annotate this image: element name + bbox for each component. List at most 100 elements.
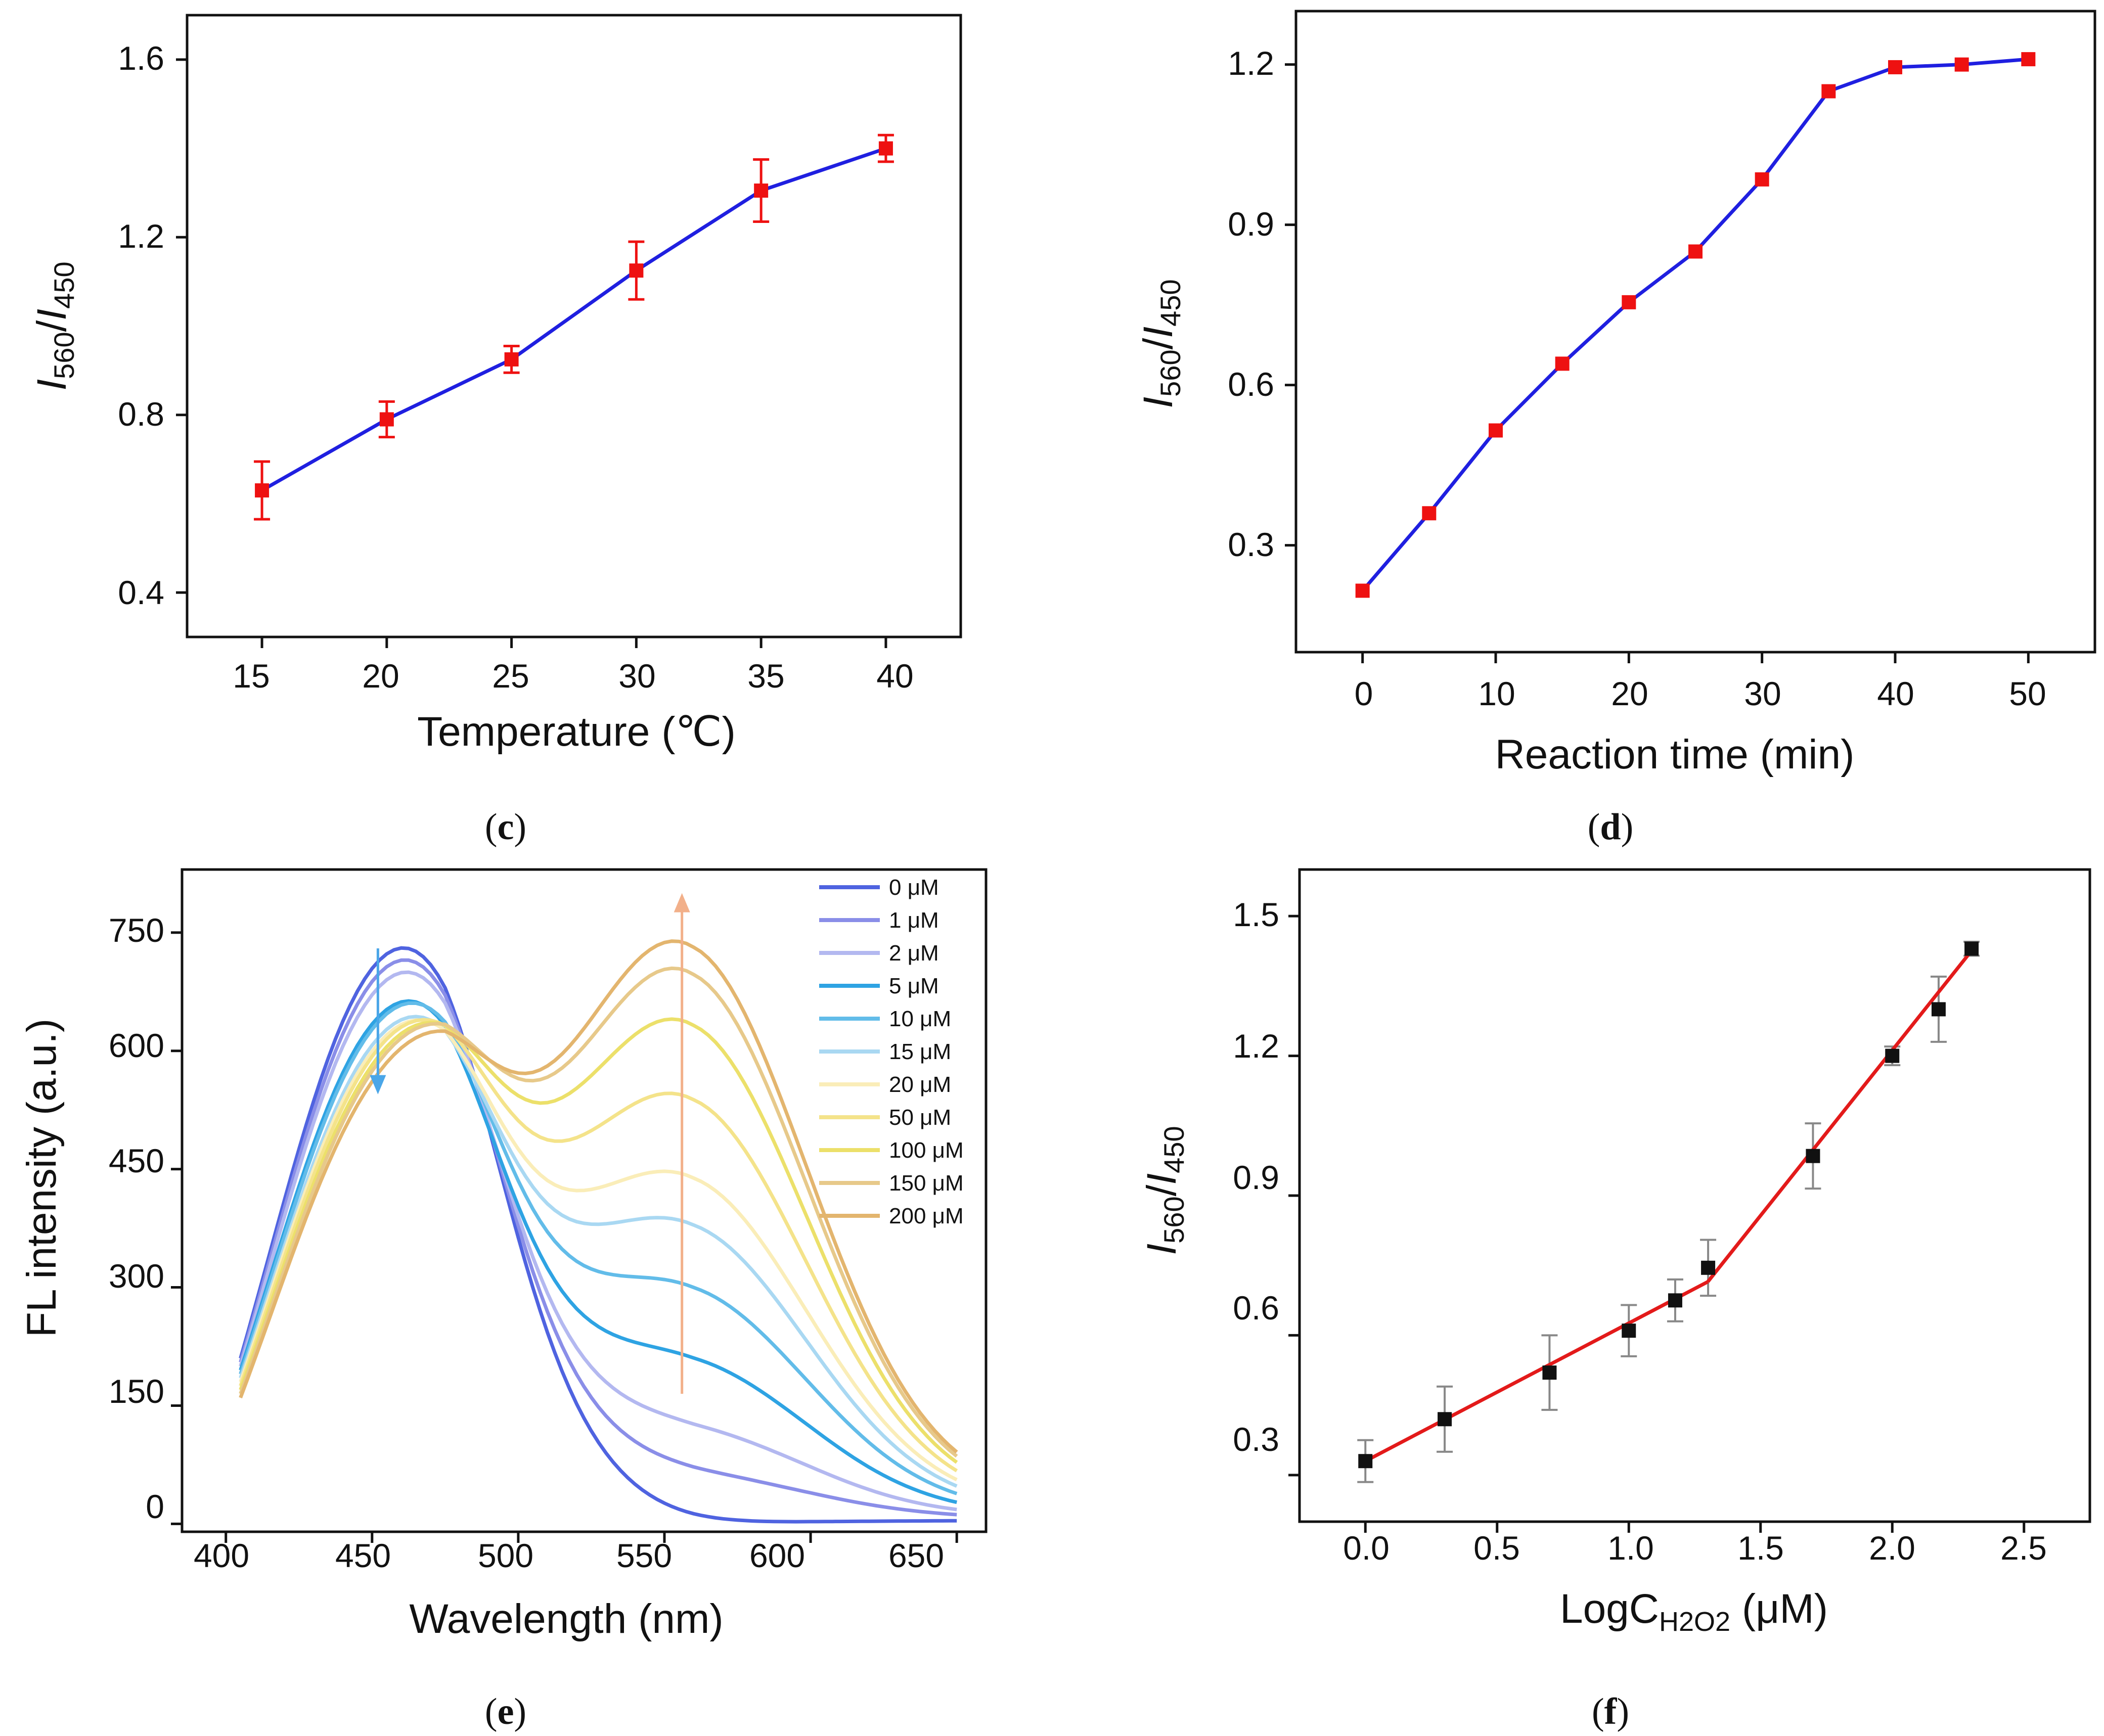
y-tick-label: 450 — [109, 1142, 164, 1179]
panel-label-c: (c) — [485, 806, 526, 848]
legend-label: 20 μM — [889, 1072, 951, 1097]
y-tick-marks-c — [176, 58, 187, 594]
panel-label-e: (e) — [485, 1691, 526, 1732]
plot-frame-c — [186, 14, 962, 638]
x-tick-label: 0.5 — [1473, 1529, 1520, 1567]
plot-frame-e — [181, 868, 988, 1533]
data-point — [1355, 583, 1370, 598]
x-tick-label: 450 — [335, 1537, 391, 1574]
series-f — [1357, 940, 1980, 1483]
x-axis-label-c: Temperature (℃) — [417, 709, 736, 755]
y-label-sub2: 450 — [48, 261, 80, 308]
y-tick-label: 0.8 — [118, 395, 164, 433]
series-line — [261, 147, 887, 492]
data-point — [1888, 60, 1902, 74]
x-axis-label-e: Wavelength (nm) — [409, 1596, 723, 1642]
panel-label-letter: e — [498, 1691, 514, 1732]
legend-label: 1 μM — [889, 908, 939, 933]
data-point — [1622, 1323, 1636, 1338]
panel-d: 0 10 20 30 40 50 0.3 0.6 0.9 1.2 Reactio… — [1135, 10, 2096, 848]
legend-label: 15 μM — [889, 1039, 951, 1064]
series-c — [254, 133, 894, 521]
fit-line — [1706, 950, 1973, 1283]
legend-label: 50 μM — [889, 1105, 951, 1130]
x-tick-label: 10 — [1478, 675, 1515, 712]
data-point — [1885, 1048, 1900, 1063]
y-label-var2: I — [1139, 1173, 1185, 1185]
data-point — [255, 483, 270, 498]
spectrum-line — [239, 1018, 958, 1473]
x-tick-label: 0 — [1355, 675, 1373, 712]
spectrum-line — [239, 1017, 958, 1464]
panel-f: 0.0 0.5 1.0 1.5 2.0 2.5 0.3 0.6 0.9 1.2 … — [1139, 868, 2091, 1732]
x-tick-label: 0.0 — [1343, 1529, 1390, 1567]
y-tick-label: 750 — [109, 911, 164, 949]
y-tick-label: 0.6 — [1233, 1289, 1279, 1327]
x-tick-label: 400 — [194, 1537, 249, 1574]
spectra-e — [239, 939, 958, 1524]
y-tick-label: 0.3 — [1233, 1421, 1279, 1458]
panel-label-letter: f — [1604, 1691, 1618, 1732]
data-point — [878, 141, 893, 156]
spectrum-line — [239, 970, 957, 1512]
x-label-suffix: (μM) — [1730, 1586, 1828, 1632]
x-tick-label: 20 — [1611, 675, 1648, 712]
x-tick-marks-f — [1364, 1522, 2026, 1533]
series-d — [1355, 52, 2036, 598]
y-label-sub1: 560 — [48, 332, 80, 379]
x-tick-label: 15 — [233, 657, 270, 695]
y-label-slash: / — [1139, 1184, 1185, 1196]
y-tick-label: 600 — [109, 1027, 164, 1064]
plot-frame-f — [1298, 868, 2091, 1523]
y-tick-label: 1.6 — [118, 39, 164, 77]
data-point — [1701, 1260, 1716, 1275]
x-tick-labels-d: 0 10 20 30 40 50 — [1355, 675, 2046, 712]
x-tick-marks-d — [1361, 652, 2030, 663]
panel-label-close: ) — [1621, 806, 1634, 848]
plot-frame-d — [1294, 10, 2096, 654]
spectrum-line — [239, 1018, 958, 1482]
data-point — [754, 184, 769, 198]
arrows-e — [370, 893, 690, 1394]
x-tick-label: 2.5 — [2000, 1529, 2047, 1567]
spectrum-line — [239, 958, 957, 1517]
y-tick-label: 0.9 — [1228, 205, 1274, 243]
y-label-var1: I — [29, 379, 75, 391]
data-point — [1954, 57, 1969, 72]
y-label-sub2: 450 — [1158, 1126, 1190, 1173]
x-tick-label: 35 — [747, 657, 784, 695]
legend-label: 5 μM — [889, 974, 939, 998]
x-label-prefix: LogC — [1560, 1586, 1659, 1632]
y-tick-labels-f: 0.3 0.6 0.9 1.2 1.5 — [1233, 896, 1279, 1458]
x-tick-label: 1.5 — [1737, 1529, 1784, 1567]
panel-label-f: (f) — [1592, 1691, 1629, 1732]
y-axis-label-c: I560/I450 — [29, 261, 80, 390]
x-tick-labels-c: 15 20 25 30 35 40 — [233, 657, 913, 695]
x-tick-label: 2.0 — [1869, 1529, 1915, 1567]
data-point — [1964, 941, 1979, 956]
y-tick-label: 1.2 — [1233, 1027, 1279, 1065]
x-tick-label: 500 — [478, 1537, 533, 1574]
legend-label: 10 μM — [889, 1007, 951, 1031]
panel-label-open: ( — [1588, 806, 1600, 848]
y-tick-labels-e: 0 150 300 450 600 750 — [109, 911, 164, 1525]
spectrum-line — [239, 999, 957, 1504]
legend-label: 2 μM — [889, 941, 939, 966]
fit-line — [1364, 1280, 1709, 1463]
x-tick-label: 550 — [616, 1537, 672, 1574]
y-tick-label: 0.3 — [1228, 526, 1274, 563]
spectrum-line — [239, 939, 958, 1453]
data-point — [2021, 52, 2036, 67]
data-point — [1755, 172, 1769, 187]
data-point — [629, 263, 644, 278]
x-tick-label: 40 — [1877, 675, 1914, 712]
x-axis-label-f: LogCH2O2 (μM) — [1560, 1586, 1828, 1637]
data-point — [1422, 506, 1437, 521]
y-tick-label: 0 — [146, 1488, 164, 1525]
data-point — [1542, 1365, 1557, 1380]
y-label-var2: I — [29, 309, 75, 321]
y-tick-labels-c: 0.4 0.8 1.2 1.6 — [118, 39, 164, 611]
legend-e: 0 μM 1 μM 2 μM 5 μM 10 μM 15 μM 20 μM 50… — [819, 875, 964, 1228]
x-tick-labels-e: 400 450 500 550 600 650 — [194, 1537, 944, 1574]
legend-label: 0 μM — [889, 875, 939, 900]
